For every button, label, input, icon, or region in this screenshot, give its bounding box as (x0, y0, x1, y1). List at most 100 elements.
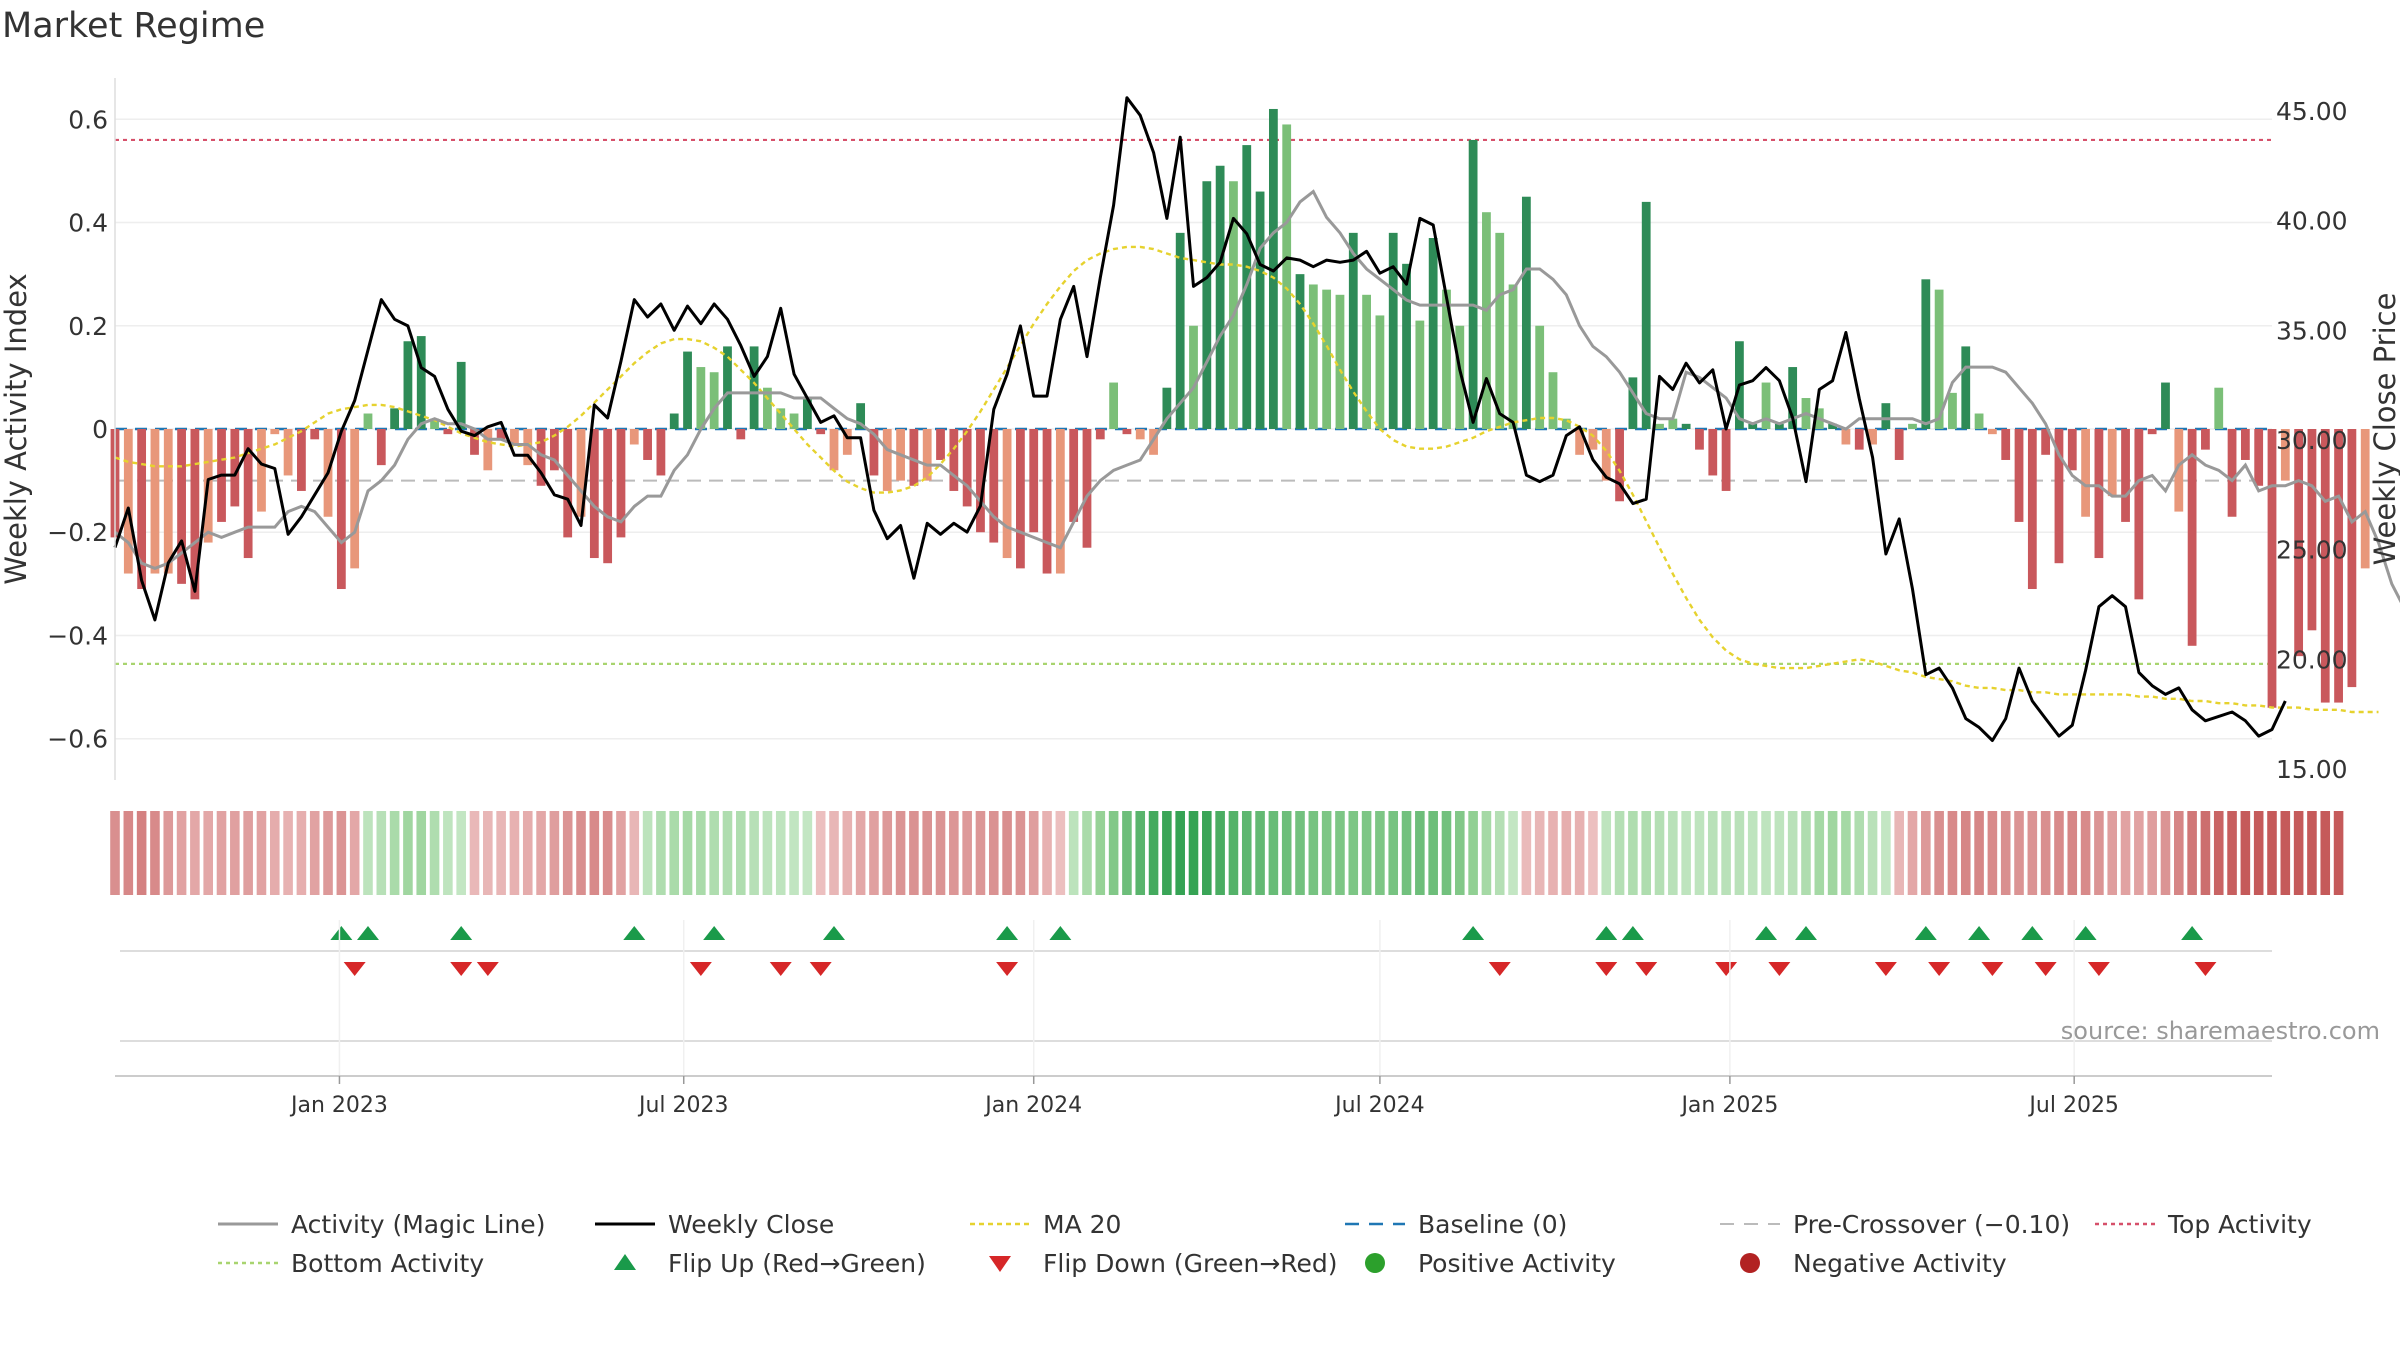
regime-strip-cell (1068, 811, 1079, 895)
regime-strip-cell (1894, 811, 1904, 895)
activity-bar (2280, 429, 2290, 481)
regime-strip-cell (922, 811, 932, 895)
activity-bar (350, 429, 360, 569)
flip-down-marker (2087, 962, 2110, 976)
regime-strip-cell (1761, 811, 1771, 895)
activity-bar (510, 429, 519, 445)
activity-bar (749, 346, 759, 429)
activity-bar (802, 398, 812, 429)
activity-bar (536, 429, 546, 486)
reference-lines (115, 138, 2272, 665)
activity-bar (430, 418, 439, 429)
activity-bar (922, 429, 932, 481)
activity-bar (1748, 423, 1758, 429)
x-tick-label: Jan 2023 (289, 1093, 388, 1118)
regime-strip-cell (1015, 811, 1026, 895)
activity-bar (1641, 201, 1651, 429)
activity-bar (1948, 392, 1957, 429)
regime-strip-cell (1455, 811, 1465, 895)
regime-strip-cell (749, 811, 759, 895)
activity-bar (456, 361, 466, 429)
regime-strip-cell (1188, 811, 1199, 895)
activity-bar (2041, 429, 2051, 455)
right-tick-label: 15.00 (2276, 755, 2348, 784)
regime-strip-cell (1308, 811, 1319, 895)
activity-bar (1668, 418, 1678, 429)
activity-bar (443, 429, 453, 435)
left-tick-label: −0.6 (47, 725, 108, 754)
activity-bar (869, 429, 879, 476)
activity-bar (1095, 429, 1105, 440)
activity-bar (2014, 429, 2024, 522)
flip-up-marker (1755, 926, 1778, 940)
regime-strip (110, 811, 2344, 895)
legend-label: Baseline (0) (1418, 1210, 1567, 1239)
activity-bar (1535, 325, 1545, 429)
activity-bar (936, 429, 945, 460)
regime-strip-cell (1042, 811, 1052, 895)
flip-up-marker (2181, 926, 2204, 940)
activity-bar (1189, 325, 1198, 429)
regime-strip-cell (1614, 811, 1625, 895)
right-tick-label: 35.00 (2276, 316, 2348, 345)
regime-strip-cell (696, 811, 706, 895)
activity-bar (1402, 263, 1411, 429)
activity-bar (1987, 429, 1997, 435)
legend-item-ma20: MA 20 (970, 1210, 1121, 1239)
activity-bar (1655, 423, 1664, 429)
regime-strip-cell (1415, 811, 1425, 895)
activity-bar (909, 429, 919, 486)
activity-bar (243, 429, 253, 559)
regime-strip-cell (1601, 811, 1612, 895)
regime-strip-cell (1122, 811, 1132, 895)
regime-strip-cell (1641, 811, 1651, 895)
weekly-close-line (113, 96, 2287, 742)
flip-down-marker (476, 962, 499, 976)
activity-bar (2294, 429, 2304, 657)
regime-strip-cell (1987, 811, 1998, 895)
activity-bar (177, 429, 186, 584)
regime-strip-cell (1854, 811, 1865, 895)
activity-bar (2161, 382, 2170, 429)
activity-bar (669, 413, 679, 429)
activity-bar (1548, 372, 1558, 429)
activity-bar (629, 429, 639, 445)
activity-bars (110, 108, 2370, 708)
regime-strip-cell (176, 811, 187, 895)
regime-strip-cell (562, 811, 573, 895)
regime-strip-cell (1521, 811, 1532, 895)
activity-bar (1881, 403, 1891, 429)
activity-bar (856, 403, 866, 429)
legend-label: MA 20 (1043, 1210, 1121, 1239)
activity-bar (1229, 181, 1238, 429)
activity-bar (1615, 429, 1624, 502)
regime-strip-cell (736, 811, 746, 895)
activity-bar (2307, 429, 2317, 631)
activity-bar (190, 429, 200, 600)
regime-strip-cell (709, 811, 719, 895)
regime-strip-cell (2134, 811, 2144, 895)
activity-bar (2267, 429, 2277, 708)
activity-bar (1082, 429, 1092, 548)
regime-strip-cell (1468, 811, 1478, 895)
activity-bar (1894, 429, 1904, 460)
activity-bar (2027, 429, 2037, 590)
activity-bar (1109, 382, 1119, 429)
activity-bar (123, 429, 133, 574)
regime-strip-cell (2200, 811, 2211, 895)
regime-strip-cell (802, 811, 813, 895)
regime-strip-cell (1907, 811, 1918, 895)
regime-strip-cell (1135, 811, 1146, 895)
regime-strip-cell (416, 811, 427, 895)
legend-item-magic: Activity (Magic Line) (218, 1210, 545, 1239)
regime-strip-cell (1095, 811, 1106, 895)
activity-bar (2054, 429, 2064, 564)
activity-bar (656, 429, 666, 476)
activity-bar (1601, 429, 1611, 481)
activity-bar (416, 336, 426, 429)
activity-bar (1322, 289, 1332, 429)
activity-bar (776, 408, 786, 429)
regime-strip-cell (269, 811, 280, 895)
legend-item-precross: Pre-Crossover (−0.10) (1720, 1210, 2070, 1239)
regime-strip-cell (1628, 811, 1638, 895)
